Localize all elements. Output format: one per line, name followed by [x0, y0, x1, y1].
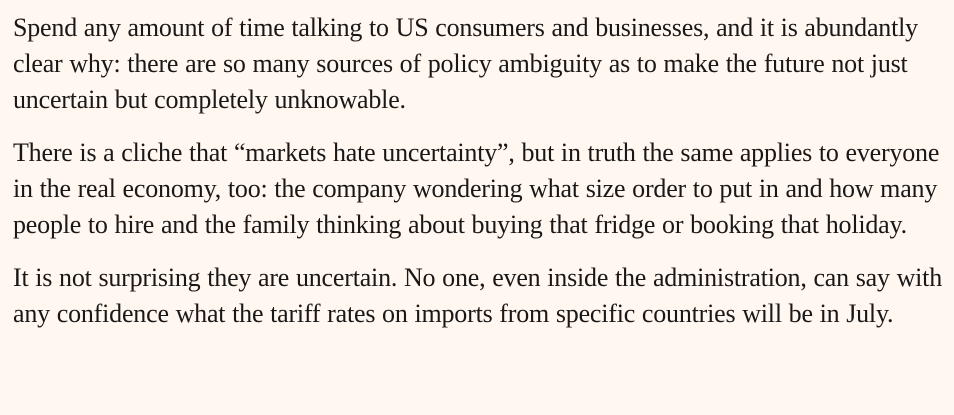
- article-paragraph-1: Spend any amount of time talking to US c…: [13, 13, 918, 114]
- article-paragraph-2: There is a cliche that “markets hate unc…: [13, 138, 940, 239]
- article-paragraph-3: It is not surprising they are uncertain.…: [13, 263, 943, 328]
